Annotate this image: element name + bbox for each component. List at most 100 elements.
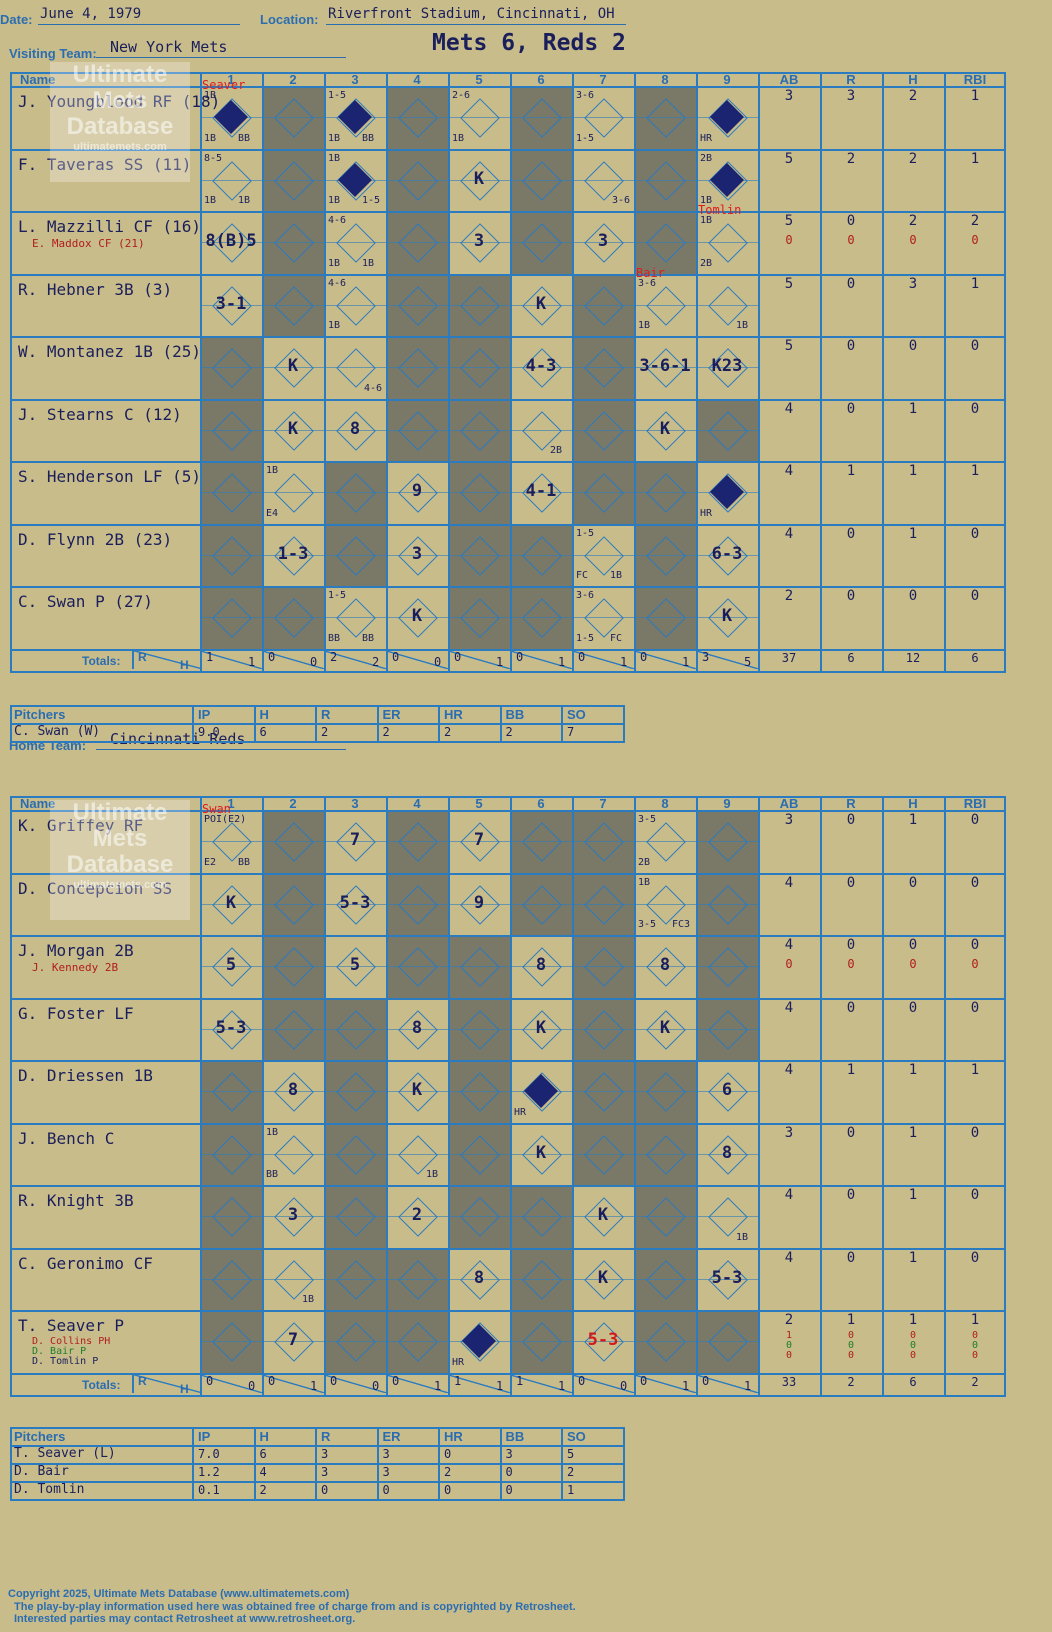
run-scored-diamond <box>710 100 744 135</box>
diamond-crossline <box>448 492 510 494</box>
grid-row-line <box>10 398 1006 401</box>
stat-header: AB <box>779 796 799 811</box>
inning-runs-total: 0 <box>578 649 586 664</box>
diamond-crossline <box>386 179 448 181</box>
play-result: K <box>411 1080 423 1101</box>
play-result: 6-3 <box>711 543 743 564</box>
diamond-crossline <box>448 117 510 119</box>
diamond-crossline <box>324 304 386 306</box>
diamond-crossline <box>448 1153 510 1155</box>
play-result: K <box>659 1017 671 1038</box>
play-note: 1B <box>328 257 341 269</box>
grid-col-line <box>820 796 822 1395</box>
grid-col-line <box>882 796 884 1395</box>
inning-runs-total: 0 <box>454 649 462 664</box>
inning-total-divider <box>200 650 262 669</box>
pitcher-stat-header: SO <box>567 1429 586 1444</box>
player-stat: 0 <box>970 999 980 1016</box>
diamond-crossline <box>448 554 510 556</box>
watermark-text: Database <box>66 851 174 878</box>
diamond-crossline <box>324 554 386 556</box>
date-underline <box>38 8 240 25</box>
substitute-stat: 0 <box>785 1340 793 1351</box>
diamond-crossline <box>324 841 386 843</box>
team-stat-total: 37 <box>781 650 797 665</box>
diamond-outline <box>336 285 376 326</box>
play-note: 1B <box>204 132 217 144</box>
pitcher-change-note: Bair <box>636 265 665 280</box>
inning-hits-total: 1 <box>682 654 690 669</box>
pitcher-stat: 0.1 <box>198 1483 220 1497</box>
ultimate-mets-watermark: Ultimate Mets Database ultimatemets.com <box>50 800 190 920</box>
diamond-crossline <box>510 1028 572 1030</box>
play-result: 3 <box>473 231 485 252</box>
diamond-crossline <box>696 367 758 369</box>
inning-total-divider <box>696 650 758 669</box>
diamond-crossline <box>634 841 696 843</box>
diamond-crossline <box>634 304 696 306</box>
play-note: 1B <box>302 1294 315 1305</box>
diamond-crossline <box>200 966 262 968</box>
pitcher-stat: 7 <box>567 725 575 739</box>
play-note: 1B <box>204 195 217 206</box>
play-result: 3 <box>411 543 423 564</box>
play-result: 3 <box>597 231 609 252</box>
play-note: E2 <box>204 856 217 868</box>
grid-col-line <box>510 72 512 671</box>
inning-runs-total: 0 <box>640 649 648 664</box>
inning-header: 8 <box>661 796 669 811</box>
grid-col-line <box>634 72 636 671</box>
diamond-crossline <box>324 1153 386 1155</box>
play-result: 5-3 <box>711 1267 743 1288</box>
inning-runs-total: 1 <box>516 1373 524 1388</box>
inning-hits-total: 1 <box>496 1378 504 1393</box>
play-note: 4-6 <box>364 382 383 394</box>
diamond-crossline <box>448 304 510 306</box>
diamond-crossline <box>386 1216 448 1218</box>
substitute-stat: 0 <box>847 233 855 247</box>
grid-bottom-line <box>10 1394 1006 1397</box>
diamond-crossline <box>386 117 448 119</box>
play-note: FC <box>610 632 623 644</box>
diamond-outline <box>274 473 314 514</box>
play-note: 2B <box>550 445 563 456</box>
grid-col-line <box>882 72 884 671</box>
pitcher-stat-header: IP <box>198 1429 211 1444</box>
pitcher-change-note: Tomlin <box>698 203 742 217</box>
play-result: 9 <box>473 892 485 913</box>
grid-col-line <box>386 796 388 1395</box>
grid-row-line <box>10 273 1006 276</box>
inning-header: 8 <box>661 72 669 87</box>
play-result: 5-3 <box>587 1330 619 1351</box>
player-stat: 0 <box>970 338 980 354</box>
pitchers-left-line <box>10 1427 12 1501</box>
play-result: 3 <box>287 1205 299 1226</box>
player-stat: 2 <box>970 213 980 229</box>
stat-header: H <box>908 72 918 87</box>
run-scored-diamond <box>338 100 372 135</box>
run-scored-diamond <box>710 162 744 197</box>
play-note: BB <box>328 632 341 644</box>
play-result: K23 <box>711 356 743 377</box>
inning-header: 9 <box>723 72 731 87</box>
inning-header: 9 <box>723 796 731 811</box>
player-stat: 2 <box>784 1312 794 1328</box>
diamond-crossline <box>324 242 386 244</box>
pitchers-col-line <box>499 1427 502 1501</box>
totals-r-label: R <box>138 649 147 664</box>
player-stat: 3 <box>784 88 794 104</box>
game-result: Mets 6, Reds 2 <box>432 30 626 56</box>
diamond-crossline <box>572 242 634 244</box>
diamond-crossline <box>448 1028 510 1030</box>
diamond-crossline <box>510 1216 572 1218</box>
play-note: 1-5 <box>576 632 595 644</box>
inning-hits-total: 1 <box>682 1378 690 1393</box>
inning-total-divider <box>324 1374 386 1393</box>
diamond-crossline <box>200 1153 262 1155</box>
player-stat: 0 <box>908 937 918 953</box>
diamond-crossline <box>448 903 510 905</box>
diamond-crossline <box>386 242 448 244</box>
stat-header: RBI <box>963 72 987 87</box>
pitcher-stat: 0 <box>505 1483 513 1497</box>
grid-top-line <box>10 796 1006 798</box>
